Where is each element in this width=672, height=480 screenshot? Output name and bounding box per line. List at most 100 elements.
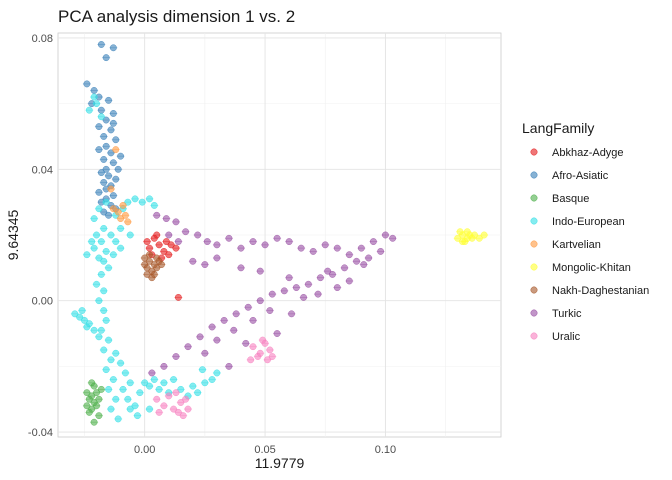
point-indo-european [170,376,178,383]
point-kartvelian [121,211,129,219]
point-abkhaz-adyge [155,241,163,249]
point-indo-european [97,326,105,334]
point-afro-asiatic [114,165,122,173]
point-indo-european [100,224,108,232]
point-mongolic-khitan [480,231,488,239]
point-indo-european [105,264,113,272]
point-turkic [333,244,341,252]
point-turkic [280,287,288,295]
point-turkic [242,339,250,347]
point-turkic [288,310,295,318]
point-basque [93,389,100,397]
legend-title: LangFamily [522,120,594,136]
point-basque [97,385,105,393]
point-turkic [377,247,385,255]
point-uralic [172,389,180,397]
point-turkic [261,241,269,249]
point-indo-european [102,247,110,255]
point-indo-european [141,379,149,387]
point-nakh-daghestanian [153,254,161,262]
y-tick-label: 0.00 [32,296,53,308]
point-turkic [165,231,173,239]
point-turkic [237,244,245,252]
point-turkic [321,241,329,249]
point-basque [93,402,100,410]
x-tick-label: 0.10 [375,444,396,456]
point-turkic [353,257,360,265]
point-indo-european [126,379,134,387]
point-basque [88,379,96,387]
point-turkic [184,343,192,351]
legend-label-basque: Basque [552,193,589,205]
point-indo-european [146,195,153,203]
point-nakh-daghestanian [143,270,151,278]
point-afro-asiatic [102,116,110,124]
point-kartvelian [107,185,115,193]
point-indo-european [95,297,103,305]
point-uralic [254,353,262,360]
point-indo-european [117,244,125,252]
point-basque [83,389,91,397]
point-kartvelian [117,215,125,223]
point-indo-european [95,254,103,262]
legend: LangFamily Abkhaz-Adyge Afro-Asiatic Basqu… [522,120,649,343]
point-afro-asiatic [102,142,110,150]
point-indo-european [90,326,98,334]
point-turkic [266,307,274,314]
point-turkic [381,231,389,239]
point-indo-european [81,316,88,324]
point-indo-european [146,405,153,413]
legend-key-indo-european [530,217,538,225]
point-afro-asiatic [112,136,120,144]
point-indo-european [112,238,120,246]
point-turkic [256,267,264,275]
point-indo-european [107,405,115,413]
point-turkic [249,316,257,324]
point-indo-european [124,198,132,206]
legend-label-kartvelian: Kartvelian [552,239,601,251]
point-afro-asiatic [95,146,103,154]
point-uralic [165,392,173,400]
point-indo-european [88,238,96,246]
point-abkhaz-adyge [172,244,180,252]
point-afro-asiatic [90,87,98,94]
point-indo-european [150,376,158,383]
point-turkic [201,261,209,269]
point-indo-european [117,224,125,232]
point-afro-asiatic [97,106,105,114]
point-afro-asiatic [102,54,110,62]
point-uralic [249,343,257,351]
point-afro-asiatic [117,152,125,160]
point-afro-asiatic [97,169,105,177]
point-afro-asiatic [109,110,117,117]
point-indo-european [121,369,129,377]
point-uralic [153,395,161,403]
point-indo-european [105,385,113,393]
legend-label-uralic: Uralic [552,331,581,343]
point-kartvelian [112,146,120,154]
point-uralic [247,356,255,364]
point-indo-european [119,385,127,393]
point-indo-european [114,415,122,423]
point-indo-european [177,385,185,393]
point-uralic [174,408,182,416]
legend-label-mongolic-khitan: Mongolic-Khitan [552,262,631,274]
point-indo-european [138,198,146,206]
point-turkic [345,251,353,259]
point-indo-european [83,323,91,331]
point-indo-european [90,93,98,101]
point-indo-european [213,369,221,377]
point-turkic [172,353,180,360]
point-turkic [360,261,368,269]
point-indo-european [150,201,158,209]
legend-key-abkhaz-adyge [530,148,538,156]
legend-key-afro-asiatic [530,171,538,179]
point-indo-european [100,257,108,265]
point-indo-european [189,382,197,390]
point-turkic [213,336,221,344]
legend-label-afro-asiatic: Afro-Asiatic [552,170,609,182]
point-indo-european [76,313,84,321]
point-indo-european [107,356,115,364]
point-basque [83,402,91,410]
